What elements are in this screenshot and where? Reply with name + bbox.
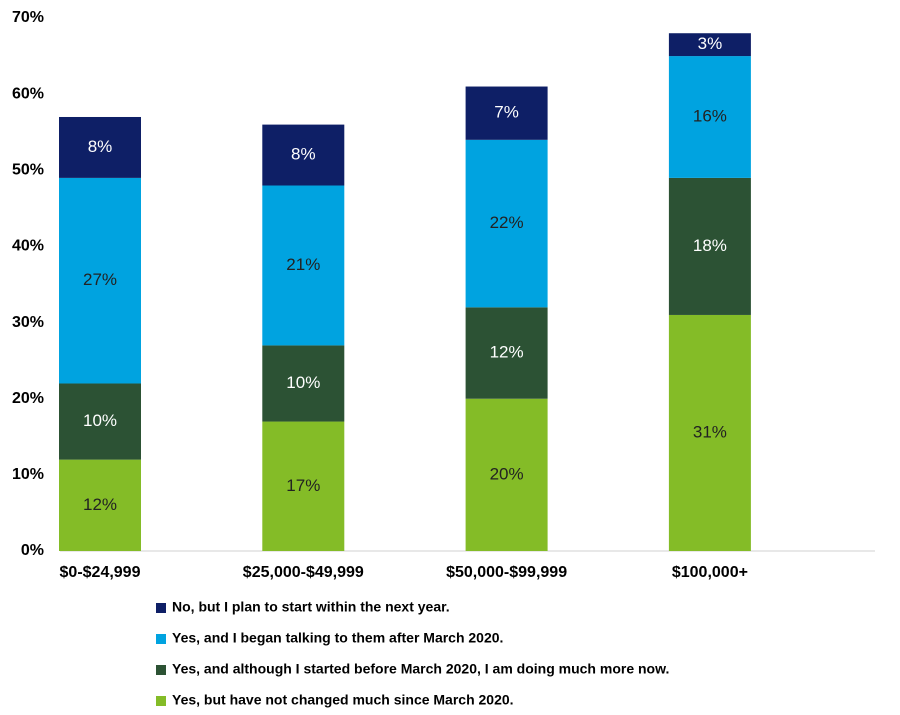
- bar-segment: [668, 177, 751, 315]
- value-label: 22%: [490, 213, 524, 232]
- legend-label: No, but I plan to start within the next …: [172, 599, 450, 615]
- bar-segment: [59, 177, 141, 384]
- legend-swatch: [156, 634, 166, 644]
- bar-segment: [262, 345, 345, 422]
- bar-segment: [59, 116, 141, 178]
- y-tick-label: 60%: [12, 85, 44, 102]
- value-label: 16%: [693, 106, 727, 125]
- y-tick-label: 50%: [12, 162, 44, 179]
- value-label: 21%: [286, 255, 320, 274]
- y-tick-label: 70%: [12, 9, 44, 26]
- x-tick-label: $50,000-$99,999: [446, 564, 567, 581]
- legend-swatch: [156, 603, 166, 613]
- value-label: 27%: [83, 270, 117, 289]
- value-label: 20%: [490, 464, 524, 483]
- bar-segment: [59, 459, 141, 551]
- value-label: 7%: [494, 103, 519, 122]
- bar-segment: [465, 398, 548, 551]
- value-label: 31%: [693, 422, 727, 441]
- value-label: 18%: [693, 236, 727, 255]
- bar-segment: [59, 383, 141, 460]
- x-tick-label: $100,000+: [672, 564, 748, 581]
- y-tick-label: 10%: [12, 466, 44, 483]
- bar-segment: [668, 56, 751, 178]
- y-tick-label: 20%: [12, 390, 44, 407]
- y-tick-label: 40%: [12, 238, 44, 255]
- value-label: 8%: [291, 145, 316, 164]
- bar-segment: [668, 314, 751, 551]
- bar-segment: [262, 185, 345, 346]
- value-label: 10%: [83, 411, 117, 430]
- legend-label: Yes, and although I started before March…: [172, 661, 669, 677]
- legend-label: Yes, and I began talking to them after M…: [172, 630, 503, 646]
- bar-segment: [262, 421, 345, 551]
- y-tick-label: 30%: [12, 314, 44, 331]
- bar-segment: [465, 86, 548, 140]
- bar-segment: [668, 33, 751, 57]
- value-label: 10%: [286, 373, 320, 392]
- legend-swatch: [156, 665, 166, 675]
- value-label: 8%: [88, 137, 113, 156]
- bar-segment: [465, 139, 548, 308]
- value-label: 17%: [286, 476, 320, 495]
- value-label: 3%: [698, 34, 723, 53]
- bar-segment: [262, 124, 345, 186]
- x-tick-label: $0-$24,999: [60, 564, 141, 581]
- legend-label: Yes, but have not changed much since Mar…: [172, 692, 514, 708]
- bar-segment: [465, 307, 548, 399]
- x-tick-label: $25,000-$49,999: [243, 564, 364, 581]
- legend-swatch: [156, 696, 166, 706]
- y-tick-label: 0%: [21, 542, 44, 559]
- value-label: 12%: [490, 343, 524, 362]
- value-label: 12%: [83, 495, 117, 514]
